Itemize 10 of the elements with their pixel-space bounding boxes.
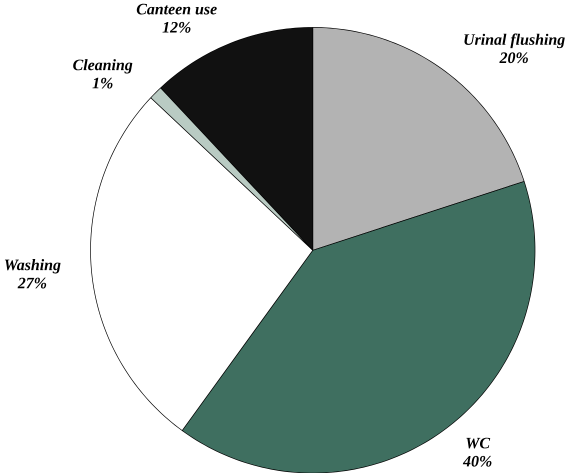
data-label: 20% — [499, 52, 528, 63]
data-label: 27% — [18, 277, 46, 288]
slice-label: Washing — [4, 258, 61, 274]
slice-label: Canteen use — [136, 4, 217, 14]
data-label: 12% — [162, 22, 190, 32]
slice-label: WC — [466, 438, 490, 448]
slice-label: Urinal flushing — [464, 33, 565, 48]
data-label: 40% — [462, 456, 492, 466]
data-label: 1% — [92, 78, 112, 88]
slice-label: Cleaning — [73, 58, 132, 74]
